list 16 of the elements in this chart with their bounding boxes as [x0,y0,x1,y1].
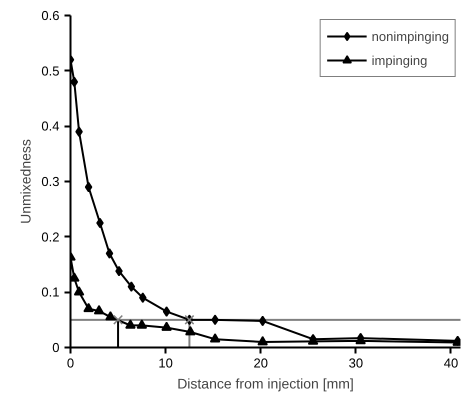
y-tick-label: 0.4 [41,118,60,134]
x-axis-title: Distance from injection [mm] [177,376,354,392]
y-tick-label: 0 [52,340,60,355]
y-axis-title: Unmixedness [17,139,34,224]
y-tick-label: 0.2 [41,229,60,244]
x-tick-label: 30 [348,356,364,370]
legend-label: nonimpinging [372,28,449,44]
y-tick-label: 0.3 [41,174,60,189]
y-tick-label: 0.6 [41,8,60,23]
y-tick-label: 0.1 [41,284,60,300]
y-tick-label: 0.5 [41,63,60,78]
x-tick-label: 20 [254,356,268,370]
x-tick-label: 10 [158,356,173,370]
x-tick-label: 0 [66,356,74,370]
legend-label: impinging [372,52,428,68]
x-tick-label: 40 [444,356,458,370]
